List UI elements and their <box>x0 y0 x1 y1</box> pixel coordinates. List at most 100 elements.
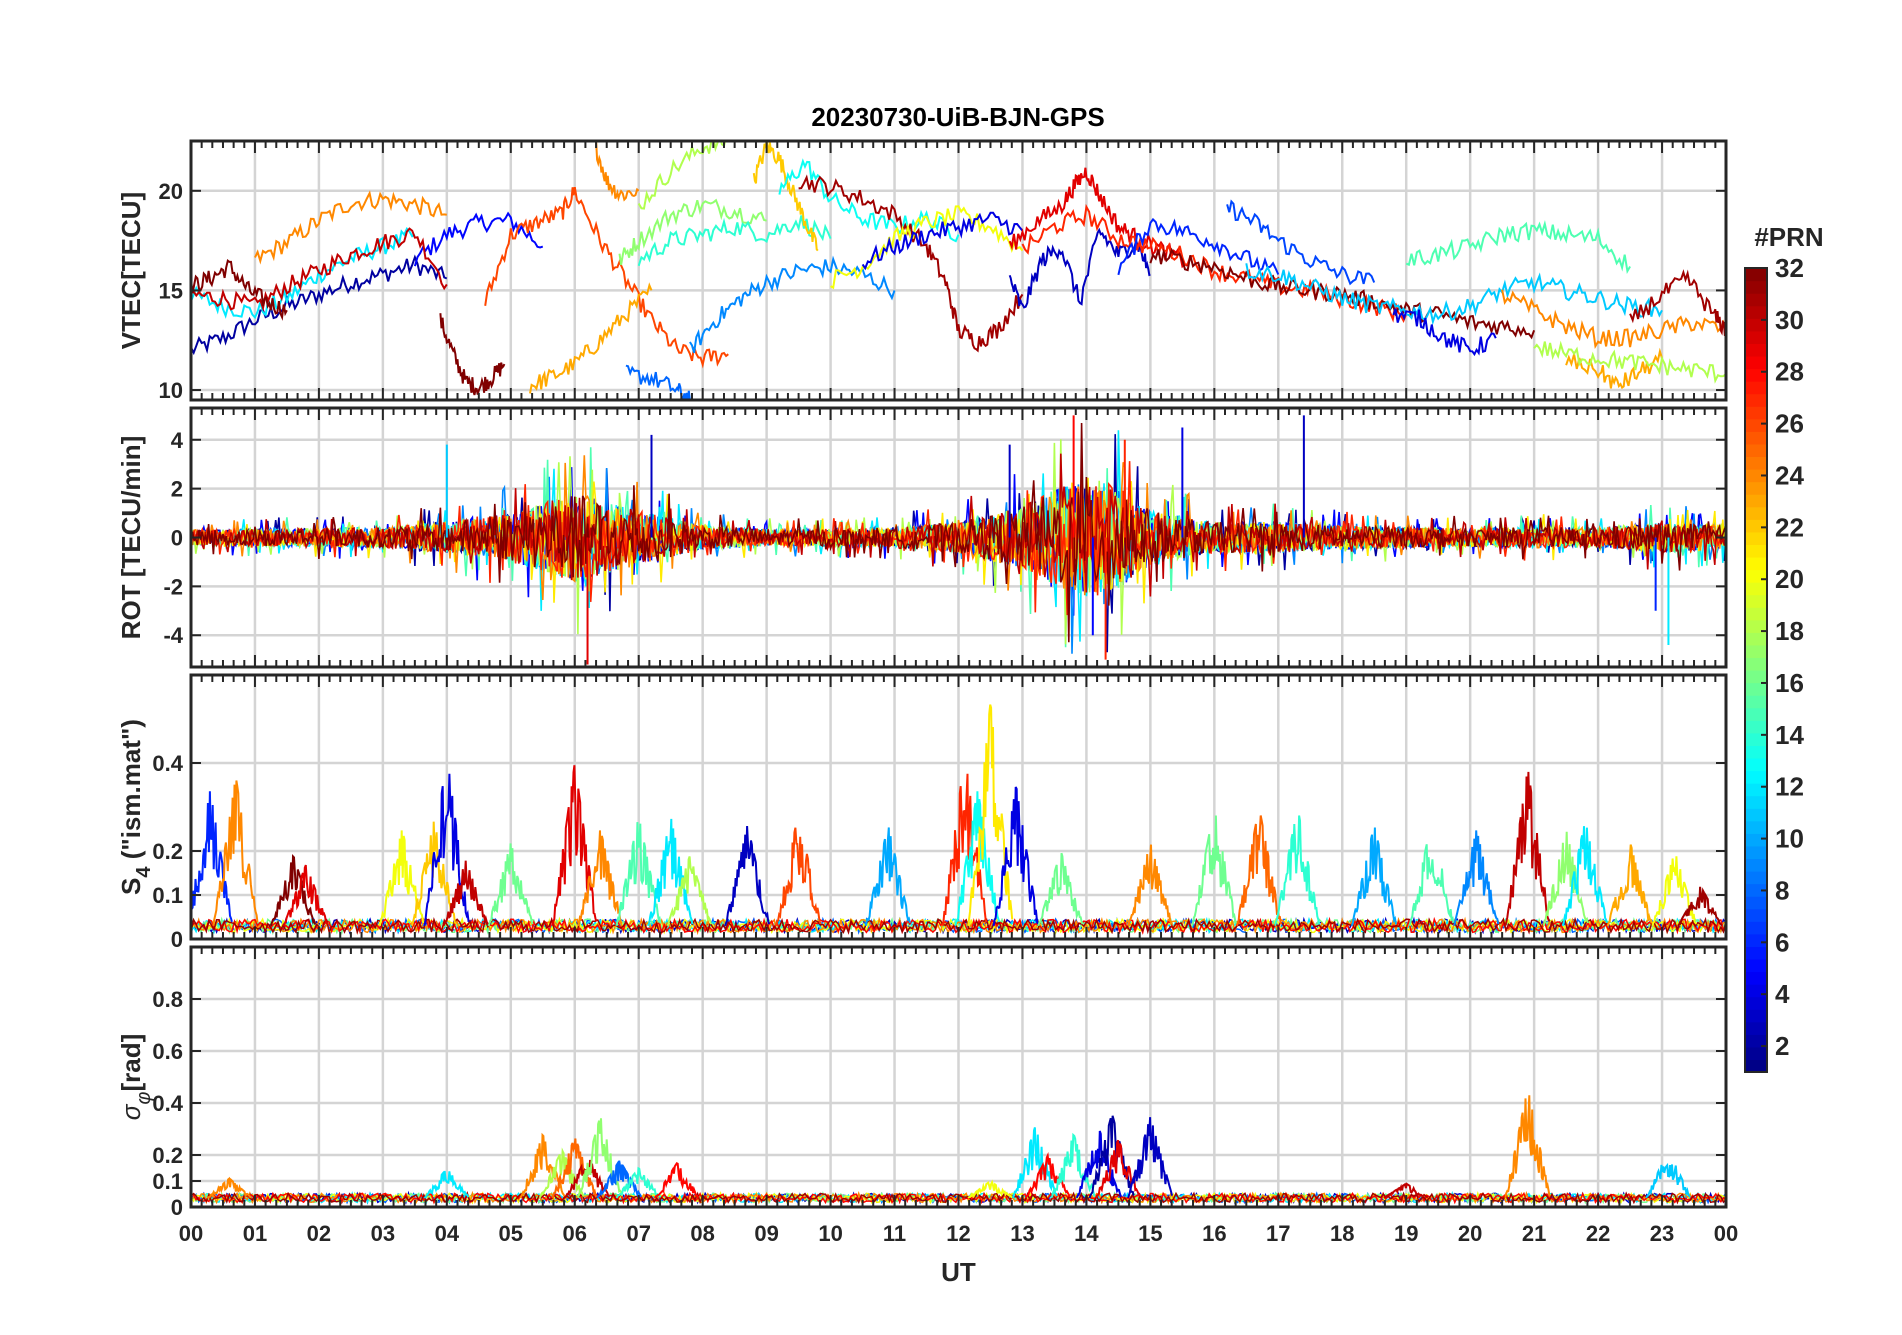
peak-prn-28 <box>1024 1151 1071 1199</box>
panel-s4: 00.10.20.4S4 ("ism.mat") <box>116 673 1728 952</box>
colorbar-segment <box>1745 1034 1767 1048</box>
x-ticks <box>190 675 1727 939</box>
y-axis-title-main: S <box>116 878 146 895</box>
series-line-prn-17 <box>618 198 767 266</box>
y-tick-label: -2 <box>163 574 183 599</box>
peak-prn-28 <box>653 1161 700 1199</box>
colorbar-tick-label: 32 <box>1775 253 1804 283</box>
peak-prn-32 <box>269 854 317 927</box>
series-group <box>191 415 1726 665</box>
y-axis-title-rest: [rad] <box>116 1034 146 1092</box>
y-tick-label: 4 <box>171 428 184 453</box>
colorbar-segment <box>1745 695 1767 709</box>
peak-prn-17 <box>1542 831 1589 927</box>
peak-prn-24 <box>1504 1095 1551 1199</box>
colorbar-segment <box>1745 833 1767 847</box>
colorbar-segment <box>1745 556 1767 571</box>
peak-prn-24 <box>206 1176 252 1199</box>
colorbar-segment <box>1745 481 1767 495</box>
peak-prn-15 <box>615 822 662 927</box>
colorbar-segment <box>1745 971 1767 985</box>
y-tick-label: -4 <box>163 623 183 648</box>
y-tick-label: 0.2 <box>152 1143 183 1168</box>
peak-prn-20 <box>967 1179 1013 1199</box>
y-axis-title-sub: 4 <box>133 866 155 878</box>
peak-prn-18 <box>666 856 713 927</box>
series-line-prn-14 <box>637 215 832 267</box>
series-line-prn-23 <box>529 282 653 394</box>
colorbar-segment <box>1745 908 1767 922</box>
colorbar-tick-label: 12 <box>1775 772 1804 802</box>
chart-title: 20230730-UiB-BJN-GPS <box>811 102 1104 132</box>
series-line-prn-7 <box>1226 199 1376 286</box>
y-tick-label: 10 <box>159 378 183 403</box>
x-tick-label: 16 <box>1202 1221 1226 1246</box>
series-line-prn-4 <box>1392 308 1497 357</box>
y-tick-label: 0.6 <box>152 1039 183 1064</box>
x-tick-label: 23 <box>1650 1221 1674 1246</box>
colorbar-segment <box>1745 757 1767 772</box>
x-tick-label: 14 <box>1074 1221 1099 1246</box>
series-line-prn-15 <box>1405 219 1631 274</box>
series-line-prn-27 <box>1021 203 1408 323</box>
x-tick-label: 00 <box>1714 1221 1738 1246</box>
colorbar-tick-label: 2 <box>1775 1031 1789 1061</box>
peak-prn-25 <box>1235 815 1282 927</box>
colorbar-tick-label: 22 <box>1775 512 1804 542</box>
peak-prn-16 <box>487 843 534 927</box>
peak-prn-20 <box>1651 856 1698 927</box>
peak-prn-10 <box>1350 827 1397 927</box>
colorbar-segment <box>1745 469 1767 483</box>
x-ticks <box>190 947 1727 1207</box>
peak-prn-20 <box>378 830 425 927</box>
colorbar-segment <box>1745 921 1767 935</box>
colorbar-segment <box>1745 418 1767 432</box>
peak-prn-12 <box>1011 1127 1058 1199</box>
y-axis-title: VTEC[TECU] <box>116 192 146 349</box>
peak-prn-22 <box>410 821 457 927</box>
colorbar-tick-label: 6 <box>1775 927 1789 957</box>
colorbar-tick-label: 16 <box>1775 668 1804 698</box>
peak-prn-24 <box>519 1132 566 1199</box>
colorbar-segment <box>1745 1046 1767 1061</box>
peak-prn-4 <box>992 786 1039 926</box>
colorbar-tick-label: 24 <box>1775 460 1804 490</box>
colorbar-segment <box>1745 720 1767 734</box>
x-tick-label: 21 <box>1522 1221 1546 1246</box>
colorbar-segment <box>1745 732 1767 746</box>
peak-prn-24 <box>212 780 259 926</box>
colorbar-segment <box>1745 619 1767 633</box>
peak-prn-27 <box>941 773 988 927</box>
series-line-prn-4 <box>861 211 1024 271</box>
series-line-prn-31 <box>798 174 1024 353</box>
colorbar-segment <box>1745 494 1767 508</box>
series-line-prn-11 <box>1245 263 1663 326</box>
x-ticks <box>190 408 1727 667</box>
colorbar-tick-label: 30 <box>1775 305 1804 335</box>
peak-prn-23 <box>1606 844 1653 927</box>
colorbar-segment <box>1745 871 1767 885</box>
x-ticks <box>190 141 1727 400</box>
y-axis-title-rest: ("ism.mat") <box>116 719 146 866</box>
colorbar-segment <box>1745 607 1767 621</box>
peak-prn-30 <box>1504 771 1551 927</box>
series-group <box>191 704 1726 936</box>
peak-prn-3 <box>724 825 771 927</box>
colorbar-segment <box>1745 280 1767 294</box>
peak-prn-24 <box>576 830 623 927</box>
panel-sigma: 00.10.2 0.4 0.6 0.8 σφ[rad] <box>116 945 1728 1220</box>
colorbar-segment <box>1745 544 1767 558</box>
series-line-prn-18 <box>1533 340 1726 384</box>
series-line-prn-6 <box>1117 217 1280 276</box>
series-line-prn-24 <box>254 190 447 265</box>
colorbar-segment <box>1745 1059 1767 1073</box>
x-tick-label: 07 <box>626 1221 650 1246</box>
y-axis-title-sub: φ <box>133 1092 155 1105</box>
y-tick-label: 20 <box>159 179 183 204</box>
colorbar-segment <box>1745 933 1767 947</box>
colorbar-segment <box>1745 381 1767 395</box>
colorbar-segment <box>1745 808 1767 822</box>
peak-prn-13 <box>954 791 1001 927</box>
